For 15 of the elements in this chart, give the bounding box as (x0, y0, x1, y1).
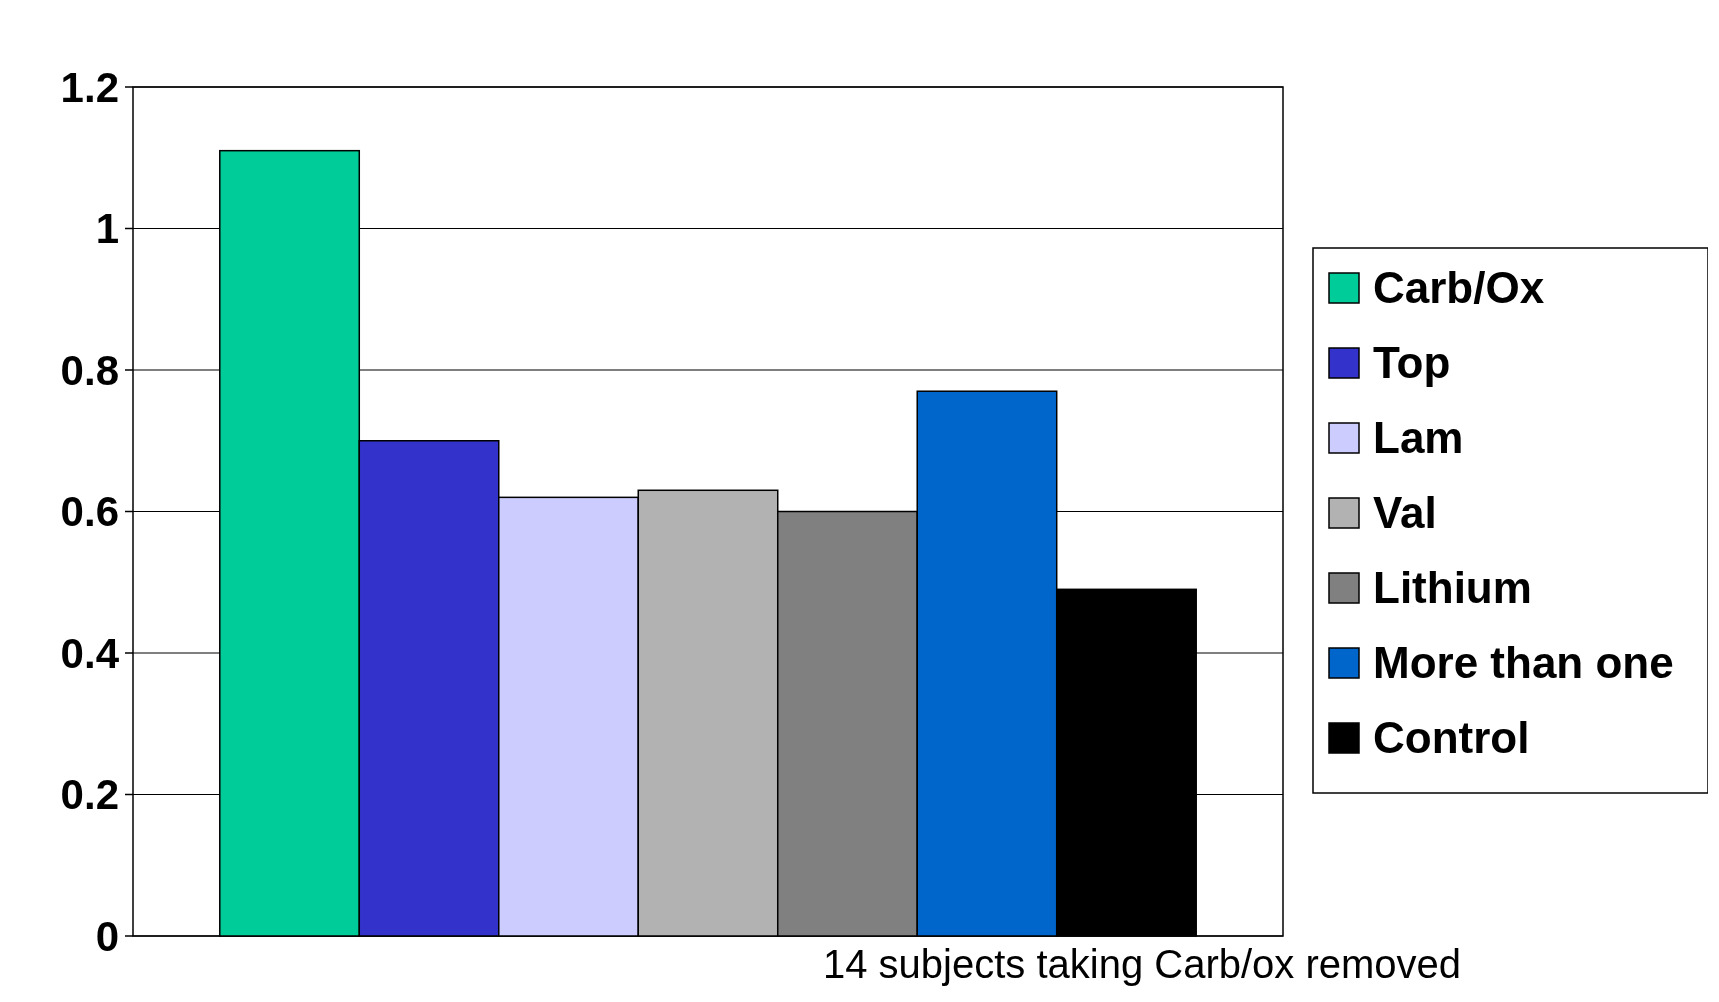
y-tick-label: 1 (95, 205, 119, 253)
y-tick-label: 0.4 (60, 629, 120, 677)
legend-label: Control (1373, 713, 1530, 763)
y-tick-label: 0.2 (60, 771, 119, 819)
legend-label: Lam (1373, 413, 1464, 463)
y-tick-label: 1.2 (60, 63, 119, 111)
legend-label: Carb/Ox (1373, 263, 1545, 313)
y-tick-label: 0 (95, 912, 119, 960)
y-tick-label: 0.6 (60, 488, 119, 536)
legend-label: Lithium (1373, 563, 1532, 613)
legend-label: Val (1373, 488, 1437, 538)
legend-label: More than one (1373, 638, 1674, 688)
legend-label: Top (1373, 338, 1451, 388)
text: 14 subjects taking Carb/ox removed (822, 942, 1462, 986)
y-tick-label: 0.8 (60, 346, 119, 394)
